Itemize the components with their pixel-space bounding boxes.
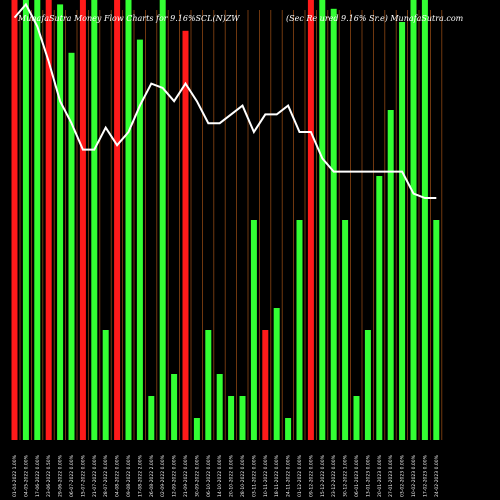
bar-green (136, 39, 143, 440)
x-tick-label: 21-09-2022 0.00% (183, 454, 189, 497)
bar-red (182, 30, 189, 441)
x-tick-label: 18-11-2022 0.00% (274, 454, 280, 497)
x-tick-label: 13-01-2023 0.00% (365, 454, 371, 497)
x-tick-label: 06-01-2023 0.00% (354, 454, 360, 497)
x-tick-label: 01-04-2022 1.00% (12, 454, 18, 497)
x-tick-label: 09-12-2022 0.00% (308, 454, 314, 497)
bar-green (421, 0, 428, 440)
x-tick-label: 12-09-2022 0.00% (172, 454, 178, 497)
bar-red (262, 330, 269, 440)
bar-green (159, 0, 166, 440)
bar-green (319, 0, 326, 440)
bar-red (307, 0, 314, 440)
bar-green (250, 220, 257, 440)
bar-red (11, 0, 18, 440)
bar-green (376, 176, 383, 440)
x-tick-label: 24-11-2022 0.00% (286, 454, 292, 497)
x-tick-label: 01-12-2022 0.00% (297, 454, 303, 497)
x-tick-label: 09-08-2022 0.00% (126, 454, 132, 497)
bar-red (79, 0, 86, 440)
bar-green (342, 220, 349, 440)
bar-green (91, 0, 98, 440)
x-tick-label: 10-11-2022 0.00% (263, 454, 269, 497)
x-tick-label: 06-07-2022 0.00% (69, 454, 75, 497)
bar-green (433, 220, 440, 440)
x-tick-label: 03-02-2023 0.00% (400, 454, 406, 497)
bar-green (22, 0, 29, 440)
x-tick-label: 27-01-2023 0.00% (388, 454, 394, 497)
x-tick-label: 28-07-2022 0.00% (103, 454, 109, 497)
chart-title-left: MunafaSutra Money Flow Charts for 9.16%S… (18, 14, 240, 23)
bar-red (45, 0, 52, 440)
bar-green (410, 0, 417, 440)
x-tick-label: 15-07-2022 0.00% (80, 454, 86, 497)
bar-green (148, 396, 155, 440)
bar-green (171, 374, 178, 440)
x-tick-label: 06-10-2022 0.00% (206, 454, 212, 497)
bar-green (216, 374, 223, 440)
x-tick-label: 17-08-2022 2.00% (137, 454, 143, 497)
bar-green (205, 330, 212, 440)
bar-green (228, 396, 235, 440)
bar-green (353, 396, 360, 440)
x-tick-label: 04-05-2022 0.00% (23, 454, 29, 497)
bar-green (102, 330, 109, 440)
bar-green (239, 396, 246, 440)
x-tick-label: 30-12-2022 1.00% (343, 454, 349, 497)
bar-green (34, 0, 41, 440)
x-tick-label: 02-09-2022 0.00% (160, 454, 166, 497)
x-tick-label: 20-10-2022 0.00% (229, 454, 235, 497)
x-tick-label: 21-07-2022 0.00% (92, 454, 98, 497)
x-tick-label: 10-02-2023 0.00% (411, 454, 417, 497)
chart-title-right: (Sec Re ured 9.16% Sr.e) MunafaSutra.com (286, 14, 464, 23)
x-tick-label: 15-12-2022 0.00% (320, 454, 326, 497)
x-tick-label: 20-01-2023 0.00% (377, 454, 383, 497)
price-line (13, 2, 437, 199)
x-tick-label: 17-06-2022 0.00% (35, 454, 41, 497)
bar-green (387, 110, 394, 440)
bar-green (57, 4, 64, 441)
x-tick-label: 24-02-2023 0.00% (434, 454, 440, 497)
x-tick-label: 23-06-2022 0.50% (46, 454, 52, 497)
x-tick-label: 26-08-2022 2.00% (149, 454, 155, 497)
x-tick-label: 17-02-2023 0.00% (422, 454, 428, 497)
bar-green (125, 0, 132, 440)
x-tick-label: 29-06-2022 0.00% (58, 454, 64, 497)
bar-green (330, 8, 337, 441)
x-tick-label: 28-10-2022 0.00% (240, 454, 246, 497)
x-tick-label: 30-09-2022 0.00% (194, 454, 200, 497)
bar-green (364, 330, 371, 440)
bar-green (273, 308, 280, 440)
x-tick-label: 03-11-2022 0.00% (251, 454, 257, 497)
bar-green (296, 220, 303, 440)
bar-green (285, 418, 292, 440)
bar-green (193, 418, 200, 440)
x-tick-label: 14-10-2022 0.00% (217, 454, 223, 497)
x-tick-label: 04-08-2022 0.00% (115, 454, 121, 497)
bar-green (68, 52, 75, 441)
bar-red (114, 0, 121, 440)
x-tick-label: 23-12-2022 0.00% (331, 454, 337, 497)
bar-green (399, 22, 406, 440)
